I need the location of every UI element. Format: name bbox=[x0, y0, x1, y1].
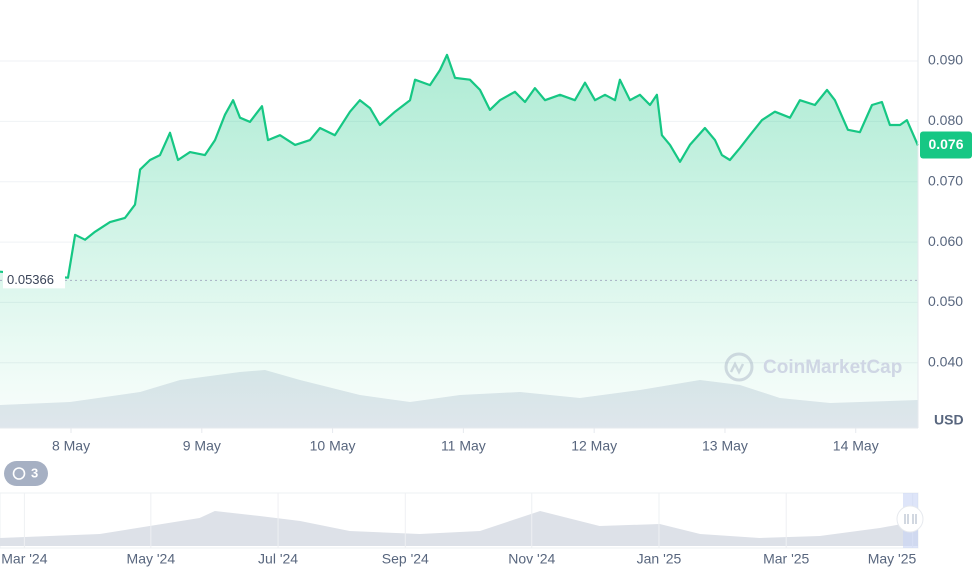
watermark-logo bbox=[724, 352, 754, 382]
y-tick-label: 0.070 bbox=[928, 172, 963, 188]
navigator-tick-label: Jul '24 bbox=[258, 551, 298, 567]
navigator-tick-label: Mar '25 bbox=[763, 551, 809, 567]
badge-count: 3 bbox=[31, 465, 38, 480]
x-tick-label: 9 May bbox=[183, 438, 221, 454]
x-tick-label: 13 May bbox=[702, 438, 748, 454]
x-tick-label: 10 May bbox=[310, 438, 356, 454]
navigator-tick-label: May '24 bbox=[127, 551, 176, 567]
navigator-area bbox=[0, 511, 918, 546]
x-tick-label: 8 May bbox=[52, 438, 90, 454]
navigator-tick-label: Nov '24 bbox=[508, 551, 555, 567]
y-tick-label: 0.050 bbox=[928, 293, 963, 309]
reference-label: 0.05366 bbox=[7, 272, 54, 287]
clock-icon bbox=[12, 467, 26, 480]
x-tick-label: 14 May bbox=[833, 438, 879, 454]
handle-grip bbox=[904, 514, 917, 524]
history-badge[interactable]: 3 bbox=[4, 461, 48, 486]
y-unit: USD bbox=[934, 412, 964, 428]
price-badge bbox=[920, 131, 972, 159]
y-tick-label: 0.090 bbox=[928, 52, 963, 68]
navigator-handle[interactable] bbox=[896, 505, 924, 533]
watermark: CoinMarketCap bbox=[763, 357, 902, 378]
badge-bg bbox=[4, 461, 48, 486]
navigator-tick-label: Mar '24 bbox=[1, 551, 47, 567]
reference-label-bg bbox=[3, 270, 65, 289]
y-tick-label: 0.080 bbox=[928, 112, 963, 128]
y-tick-label: 0.040 bbox=[928, 354, 963, 370]
navigator-tick-label: May '25 bbox=[868, 551, 917, 567]
navigator-tick-label: Sep '24 bbox=[382, 551, 429, 567]
price-badge-label: 0.076 bbox=[928, 136, 963, 152]
y-tick-label: 0.060 bbox=[928, 233, 963, 249]
x-tick-label: 11 May bbox=[441, 438, 486, 454]
x-tick-label: 12 May bbox=[571, 438, 617, 454]
navigator-tick-label: Jan '25 bbox=[637, 551, 682, 567]
price-line bbox=[0, 53, 920, 279]
